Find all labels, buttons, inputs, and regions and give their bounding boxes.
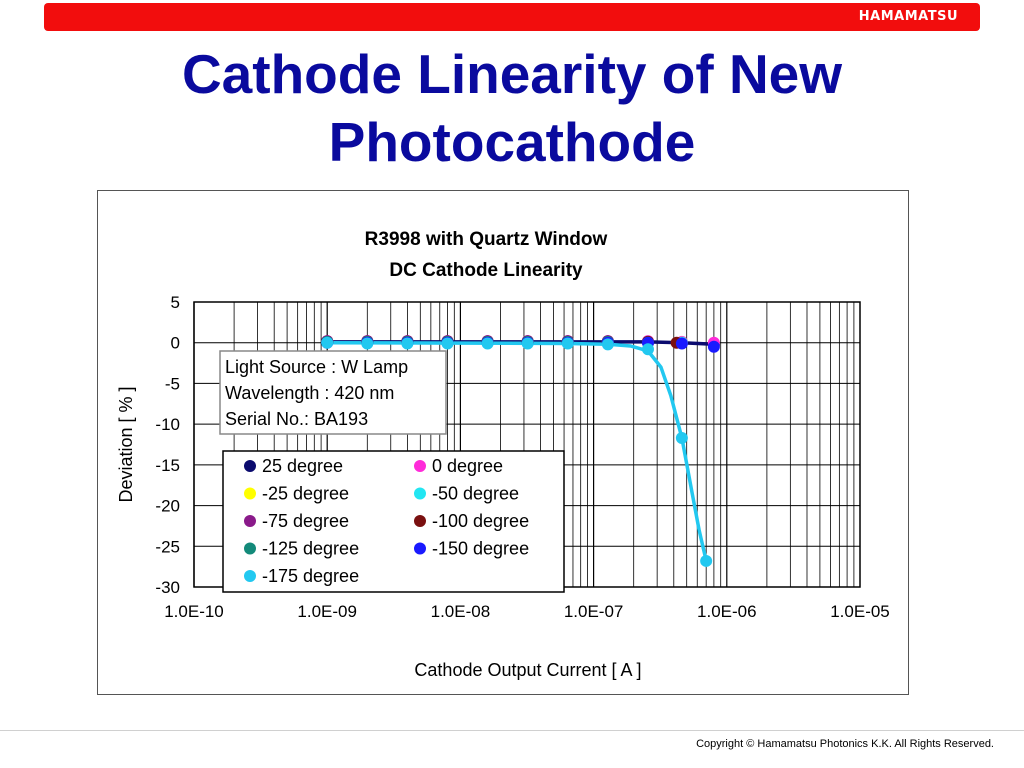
y-tick-label: -25 <box>155 537 180 556</box>
legend-marker <box>414 542 426 555</box>
data-point <box>561 337 574 350</box>
chart: R3998 with Quartz Window DC Cathode Linea… <box>116 229 890 680</box>
chart-title-line: DC Cathode Linearity <box>389 260 583 281</box>
x-tick-label: 1.0E-08 <box>431 602 491 621</box>
legend-label: 25 degree <box>262 456 343 476</box>
x-tick-label: 1.0E-10 <box>164 602 224 621</box>
data-point <box>481 337 494 350</box>
legend-label: -150 degree <box>432 539 529 559</box>
legend-label: -100 degree <box>432 511 529 531</box>
legend-marker <box>244 570 256 582</box>
chart-frame: R3998 with Quartz Window DC Cathode Linea… <box>97 190 909 695</box>
data-point <box>401 337 414 350</box>
x-tick-label: 1.0E-06 <box>697 602 757 621</box>
x-tick-label: 1.0E-07 <box>564 602 624 621</box>
legend-label: 0 degree <box>432 456 503 476</box>
data-point <box>641 343 654 356</box>
legend-label: -125 degree <box>262 539 359 559</box>
legend-marker <box>244 487 256 500</box>
y-tick-label: -5 <box>165 374 180 393</box>
y-tick-label: 0 <box>171 334 180 353</box>
legend-label: -50 degree <box>432 484 519 504</box>
data-point <box>675 431 688 444</box>
data-point <box>707 340 720 353</box>
footer-divider <box>0 730 1024 731</box>
info-box-line: Light Source : W Lamp <box>225 357 408 377</box>
y-tick-label: -20 <box>155 497 180 516</box>
legend-marker <box>244 515 256 527</box>
legend-label: -75 degree <box>262 511 349 531</box>
data-point <box>521 337 534 350</box>
legend-marker <box>414 460 426 472</box>
y-tick-label: -10 <box>155 415 180 434</box>
data-point <box>700 554 713 567</box>
hamamatsu-logo: HAMAMATSU <box>858 9 958 24</box>
legend-label: -25 degree <box>262 484 349 504</box>
data-point <box>441 337 454 350</box>
legend-marker <box>414 515 426 527</box>
x-tick-label: 1.0E-09 <box>297 602 357 621</box>
fit-line <box>327 340 708 562</box>
x-axis-label: Cathode Output Current [ A ] <box>414 660 641 680</box>
legend-marker <box>244 542 256 555</box>
y-tick-label: 5 <box>171 293 180 312</box>
data-point <box>601 338 614 351</box>
data-point <box>321 336 334 349</box>
info-box-line: Serial No.: BA193 <box>225 409 368 429</box>
slide-title: Cathode Linearity of New Photocathode <box>181 43 843 173</box>
legend-label: -175 degree <box>262 566 359 586</box>
legend-marker <box>414 487 426 500</box>
info-box-line: Wavelength : 420 nm <box>225 383 394 403</box>
header-bar: HAMAMATSU <box>44 3 980 31</box>
x-tick-label: 1.0E-05 <box>830 602 890 621</box>
chart-title-line: R3998 with Quartz Window <box>365 229 608 250</box>
copyright-text: Copyright © Hamamatsu Photonics K.K. All… <box>696 738 994 750</box>
y-tick-label: -30 <box>155 578 180 597</box>
y-axis-label: Deviation [ % ] <box>116 386 136 502</box>
info-box <box>219 350 447 435</box>
legend-box <box>222 450 565 593</box>
data-point <box>675 337 688 350</box>
legend-marker <box>244 460 256 472</box>
y-tick-label: -15 <box>155 456 180 475</box>
data-point <box>361 337 374 350</box>
